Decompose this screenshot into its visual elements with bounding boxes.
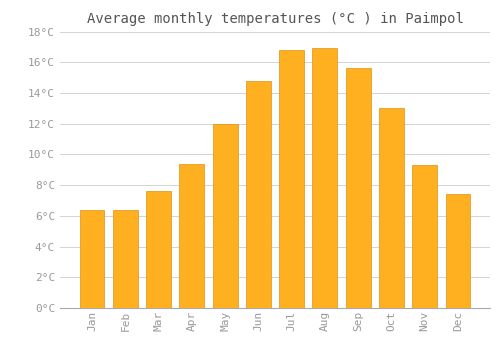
Bar (446, 194, 470, 308)
Title: Average monthly temperatures (°C ) in Paimpol: Average monthly temperatures (°C ) in Pa… (86, 12, 464, 26)
Bar (212, 124, 238, 308)
Bar (346, 68, 370, 308)
Bar (279, 50, 304, 308)
Bar (379, 108, 404, 308)
Bar (412, 165, 437, 308)
Bar (246, 80, 271, 308)
Bar (80, 210, 104, 308)
Bar (113, 210, 138, 308)
Bar (312, 48, 338, 308)
Bar (180, 163, 204, 308)
Bar (146, 191, 171, 308)
